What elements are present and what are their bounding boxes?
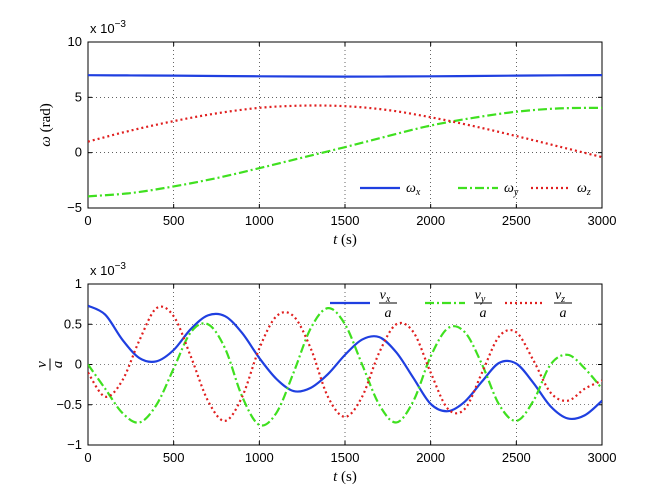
series-line-x — [88, 304, 602, 421]
series-line-x — [88, 73, 602, 78]
y-tick-label: −0.5 — [56, 397, 82, 412]
y-tick-label: 10 — [68, 34, 82, 49]
x-tick-label: 1500 — [331, 213, 360, 228]
x-tick-label: 500 — [163, 450, 185, 465]
legend-label-den: a — [480, 306, 487, 321]
y-scale-label: x 10−3 — [90, 261, 126, 278]
x-tick-label: 1000 — [245, 213, 274, 228]
x-tick-label: 0 — [84, 450, 91, 465]
series-line-z — [88, 305, 602, 422]
legend-label-x: vx — [380, 288, 391, 305]
series-line-y — [88, 106, 602, 198]
x-tick-label: 500 — [163, 213, 185, 228]
legend-label-den: a — [560, 306, 567, 321]
y-tick-label: 0 — [75, 145, 82, 160]
y-tick-label: 1 — [75, 276, 82, 291]
y-axis-label: ω (rad) — [38, 103, 54, 147]
x-axis-label: t (s) — [333, 469, 357, 485]
y-tick-label: 5 — [75, 89, 82, 104]
x-tick-label: 0 — [84, 213, 91, 228]
x-tick-label: 2000 — [416, 450, 445, 465]
x-tick-label: 3000 — [588, 213, 617, 228]
y-tick-label: 0 — [75, 357, 82, 372]
y-scale-label: x 10−3 — [90, 19, 126, 36]
y-tick-label: −1 — [67, 437, 82, 452]
x-tick-label: 1500 — [331, 450, 360, 465]
x-tick-label: 2500 — [502, 213, 531, 228]
y-tick-label: −5 — [67, 200, 82, 215]
x-tick-label: 2000 — [416, 213, 445, 228]
x-axis-label: t (s) — [333, 232, 357, 248]
x-tick-label: 2500 — [502, 450, 531, 465]
y-axis-label-num: v — [34, 361, 50, 368]
legend-label-y: vy — [475, 288, 486, 305]
series-line-z — [88, 104, 602, 159]
x-tick-label: 3000 — [588, 450, 617, 465]
legend-label-den: a — [385, 306, 392, 321]
legend-label-y: ωy — [504, 181, 519, 198]
legend-label-z: vz — [555, 288, 565, 305]
series-line-y — [88, 307, 602, 427]
legend-label-z: ωz — [577, 181, 591, 198]
y-tick-label: 0.5 — [64, 316, 82, 331]
x-tick-label: 1000 — [245, 450, 274, 465]
velocity-chart: 0 500 1000 1500 2000 2500 3000 −1 −0.5 0 0.5 1 x 10−… — [34, 261, 616, 485]
y-axis-label-den: a — [50, 361, 66, 369]
legend-label-x: ωx — [406, 181, 421, 198]
